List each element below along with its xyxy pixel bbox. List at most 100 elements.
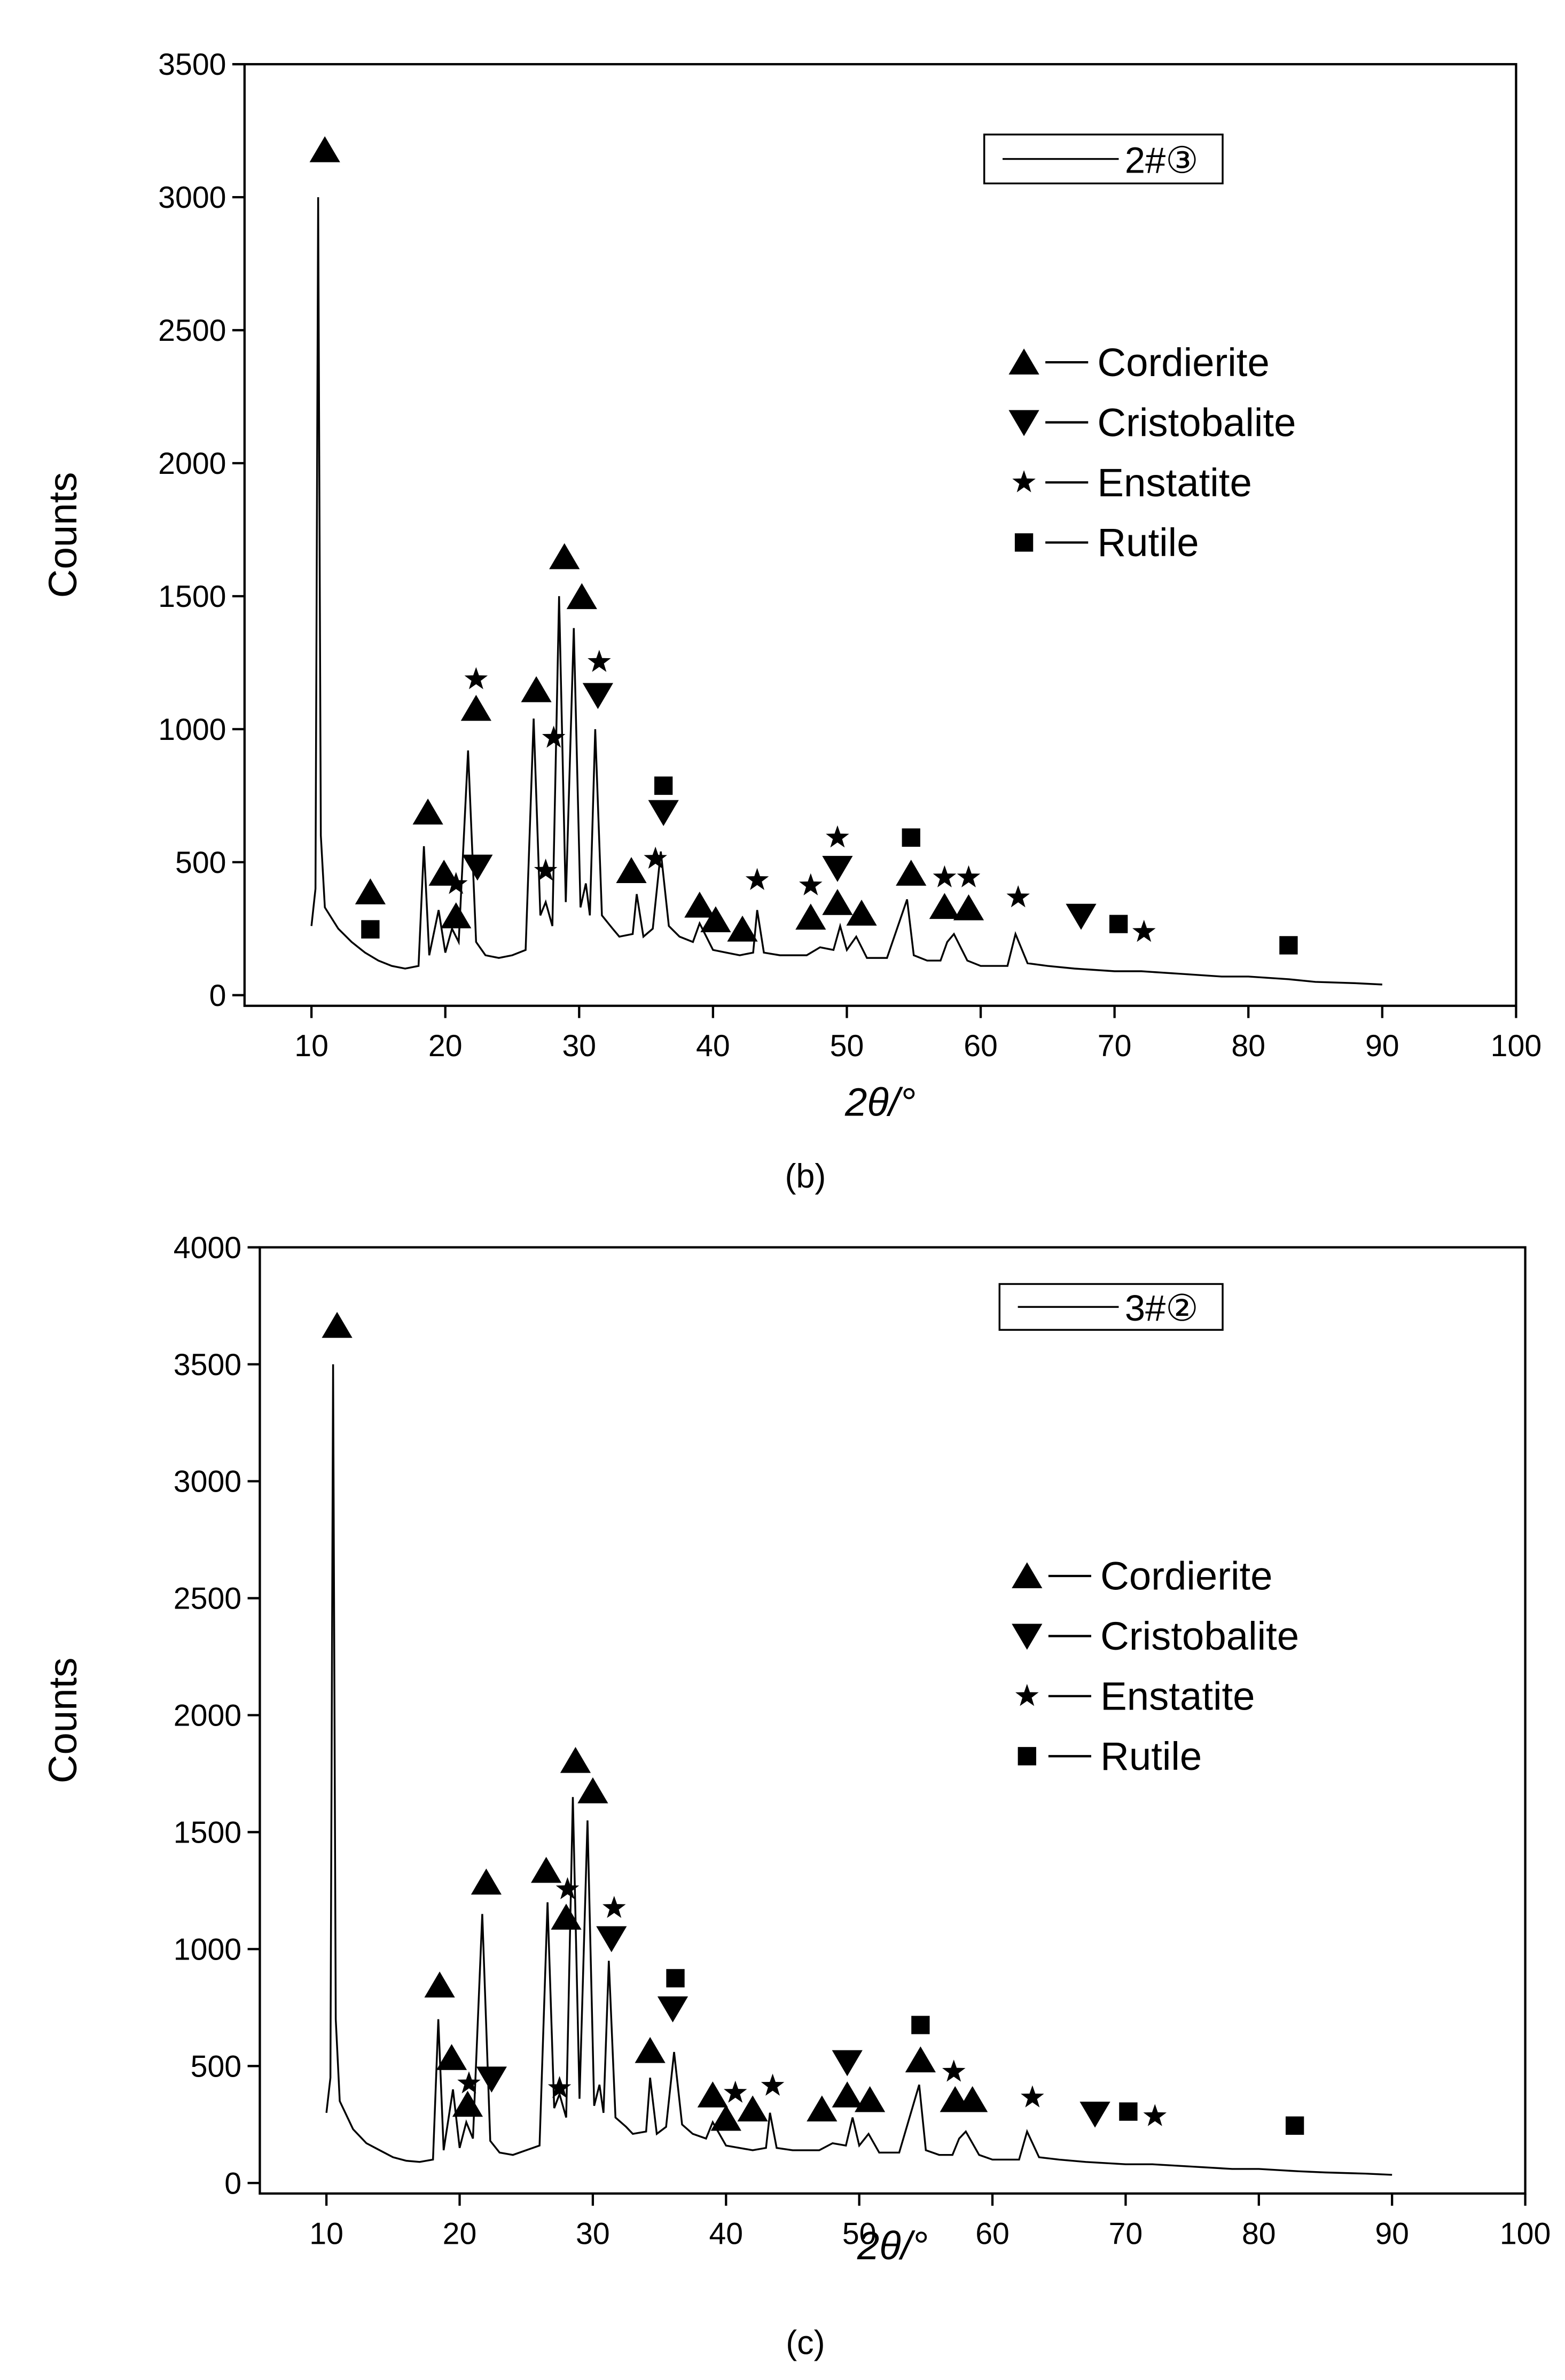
y-tick-label: 0: [224, 2166, 241, 2200]
x-tick-label: 40: [696, 1029, 730, 1063]
phase-marker: [582, 683, 613, 709]
phase-marker: [648, 800, 679, 826]
phase-marker: [428, 860, 459, 886]
phase-marker: [322, 1312, 353, 1338]
y-tick-label: 2000: [158, 447, 226, 481]
phase-legend-label: Cristobalite: [1100, 1614, 1299, 1658]
phase-marker: [795, 903, 826, 930]
phase-marker: [602, 1895, 626, 1918]
y-tick-label: 0: [209, 979, 226, 1013]
phase-marker: [355, 878, 386, 904]
phase-marker: [737, 2095, 768, 2122]
phase-marker: [444, 872, 468, 894]
y-tick-label: 3000: [158, 181, 226, 215]
x-axis-label: 2θ/°: [857, 2223, 928, 2268]
phase-legend-symbol: [1015, 1683, 1039, 1706]
phase-marker: [826, 825, 849, 848]
phase-marker: [846, 899, 877, 926]
phase-marker: [452, 2090, 483, 2117]
phase-marker: [710, 2104, 741, 2131]
x-tick-label: 80: [1231, 1029, 1265, 1063]
y-tick-label: 1500: [174, 1815, 241, 1850]
phase-marker: [1021, 2085, 1044, 2108]
phase-marker: [654, 776, 673, 795]
phase-marker: [596, 1926, 627, 1953]
phase-marker: [929, 893, 960, 919]
phase-marker: [942, 2059, 966, 2082]
phase-marker: [566, 583, 597, 610]
phase-marker: [361, 920, 380, 939]
phase-marker: [464, 667, 488, 690]
x-tick-label: 30: [562, 1029, 596, 1063]
phase-marker: [957, 2086, 988, 2112]
x-tick-label: 20: [428, 1029, 463, 1063]
phase-marker: [555, 1877, 580, 1900]
phase-marker: [412, 798, 443, 825]
x-tick-label: 60: [975, 2217, 1010, 2251]
phase-marker: [1109, 915, 1128, 933]
y-tick-label: 500: [175, 846, 226, 880]
y-tick-label: 1000: [174, 1932, 241, 1967]
phase-marker: [560, 1746, 591, 1773]
phase-marker: [424, 1971, 455, 1997]
phase-marker: [697, 2081, 728, 2108]
phase-legend-symbol: [1008, 348, 1039, 375]
x-tick-label: 50: [830, 1029, 864, 1063]
xrd-line: [310, 197, 1382, 986]
phase-legend-label: Cordierite: [1097, 340, 1269, 385]
y-tick-label: 4000: [174, 1231, 241, 1265]
y-tick-label: 3500: [158, 48, 226, 82]
phase-marker: [542, 725, 566, 748]
phase-marker: [807, 2095, 838, 2122]
phase-marker: [723, 2080, 747, 2103]
phase-legend-label: Cristobalite: [1097, 400, 1296, 444]
phase-marker: [436, 2044, 467, 2070]
phase-marker: [905, 2046, 936, 2073]
phase-marker: [902, 828, 920, 847]
phase-marker: [745, 868, 769, 891]
phase-marker: [761, 2073, 785, 2096]
x-tick-label: 30: [576, 2217, 610, 2251]
phase-marker: [1006, 885, 1030, 908]
x-tick-label: 50: [842, 2217, 877, 2251]
phase-marker: [616, 857, 647, 883]
phase-legend-label: Cordierite: [1100, 1554, 1272, 1598]
phase-legend-symbol: [1018, 1747, 1036, 1766]
phase-marker: [1119, 2102, 1138, 2121]
phase-marker: [457, 2071, 481, 2094]
x-tick-label: 40: [709, 2217, 743, 2251]
caption: (b): [785, 1158, 826, 1195]
x-tick-label: 100: [1491, 1029, 1541, 1063]
phase-legend-label: Enstatite: [1100, 1674, 1255, 1719]
phase-marker: [460, 695, 491, 721]
phase-marker: [551, 1903, 582, 1930]
xrd-line: [325, 1364, 1392, 2176]
legend-label: 2#③: [1125, 139, 1199, 181]
phase-marker: [822, 856, 853, 882]
y-tick-label: 3500: [174, 1348, 241, 1382]
caption: (c): [786, 2324, 825, 2361]
y-tick-label: 1500: [158, 580, 226, 614]
phase-marker: [799, 873, 823, 895]
phase-marker: [531, 1856, 562, 1883]
phase-marker: [521, 676, 552, 703]
y-axis-label: Counts: [41, 472, 85, 598]
phase-marker: [727, 915, 758, 942]
phase-marker: [855, 2086, 886, 2112]
phase-legend-label: Rutile: [1100, 1734, 1202, 1778]
phase-marker: [666, 1969, 685, 1988]
phase-marker: [549, 543, 580, 569]
x-tick-label: 70: [1109, 2217, 1143, 2251]
phase-marker: [635, 2036, 666, 2063]
phase-marker: [657, 1996, 688, 2023]
phase-marker: [471, 1868, 502, 1895]
y-tick-label: 1000: [158, 713, 226, 747]
phase-marker: [441, 902, 472, 928]
phase-legend-symbol: [1012, 470, 1036, 493]
phase-legend-symbol: [1012, 1562, 1043, 1588]
phase-marker: [644, 846, 667, 869]
x-tick-label: 60: [964, 1029, 998, 1063]
phase-legend-symbol: [1008, 410, 1039, 436]
x-axis-label: 2θ/°: [844, 1080, 915, 1125]
